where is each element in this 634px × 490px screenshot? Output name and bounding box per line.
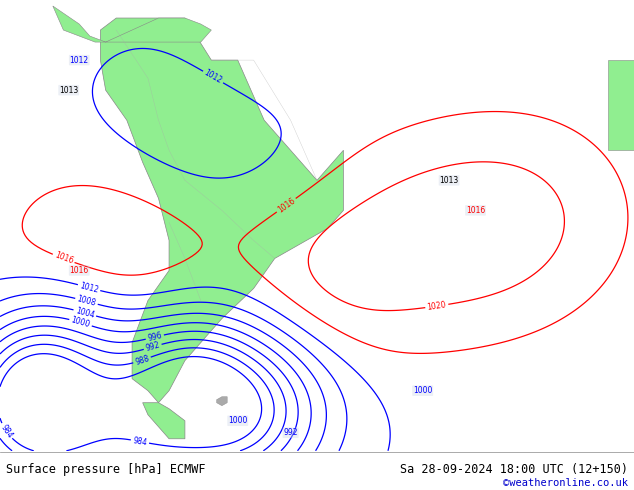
- Text: 1016: 1016: [276, 196, 297, 215]
- Text: 1016: 1016: [53, 251, 74, 266]
- Text: ©weatheronline.co.uk: ©weatheronline.co.uk: [503, 478, 628, 488]
- Text: 1004: 1004: [74, 306, 95, 320]
- Text: 1013: 1013: [439, 176, 459, 185]
- Polygon shape: [53, 6, 211, 42]
- Text: 984: 984: [0, 423, 14, 440]
- Text: 1012: 1012: [70, 55, 89, 65]
- Text: 988: 988: [134, 354, 150, 367]
- Text: Sa 28-09-2024 18:00 UTC (12+150): Sa 28-09-2024 18:00 UTC (12+150): [399, 463, 628, 476]
- Text: 1000: 1000: [228, 416, 247, 425]
- Text: 1000: 1000: [413, 386, 432, 395]
- Text: 996: 996: [146, 331, 163, 343]
- Text: 984: 984: [132, 436, 148, 447]
- Text: 1000: 1000: [70, 316, 91, 330]
- Text: 1016: 1016: [70, 266, 89, 275]
- Polygon shape: [143, 403, 185, 439]
- Polygon shape: [607, 60, 634, 150]
- Text: 1012: 1012: [202, 68, 224, 86]
- Text: Surface pressure [hPa] ECMWF: Surface pressure [hPa] ECMWF: [6, 463, 206, 476]
- Text: 1012: 1012: [79, 281, 100, 294]
- Polygon shape: [217, 397, 227, 406]
- Polygon shape: [100, 18, 344, 403]
- Text: 1008: 1008: [76, 294, 97, 308]
- Text: 1020: 1020: [427, 300, 447, 312]
- Text: 992: 992: [283, 428, 298, 437]
- Text: 992: 992: [145, 341, 161, 353]
- Text: 1013: 1013: [59, 86, 79, 95]
- Text: 1016: 1016: [466, 206, 485, 215]
